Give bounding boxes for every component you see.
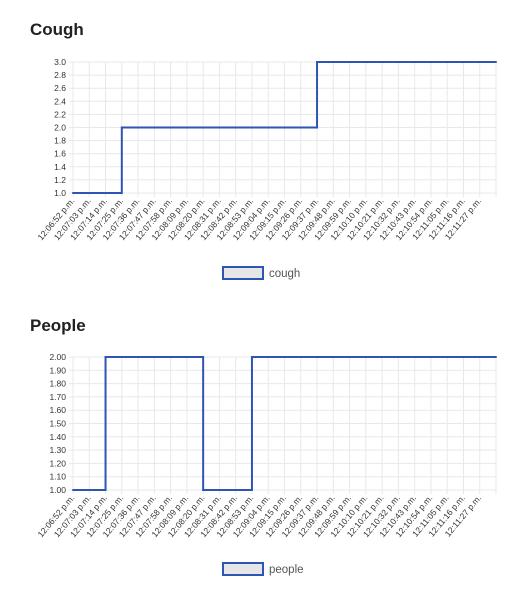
data-point (250, 356, 253, 358)
data-point (299, 356, 302, 358)
data-point (283, 356, 286, 358)
data-point (332, 61, 335, 63)
data-point (316, 61, 319, 63)
y-tick-label: 2.2 (54, 109, 66, 119)
data-point (462, 61, 465, 63)
data-point (429, 61, 432, 63)
data-point (72, 192, 74, 194)
data-point (72, 489, 74, 491)
y-tick-label: 1.90 (49, 365, 66, 375)
data-point (234, 126, 237, 129)
data-point (88, 489, 91, 491)
data-point (348, 356, 351, 358)
data-point (185, 126, 188, 129)
data-point (250, 126, 253, 129)
data-point (397, 356, 400, 358)
data-point (364, 61, 367, 63)
data-point (495, 61, 497, 63)
y-tick-label: 2.4 (54, 96, 66, 106)
y-tick-label: 2.8 (54, 70, 66, 80)
legend-label-cough[interactable]: cough (269, 268, 300, 280)
data-point (137, 356, 140, 358)
data-point (185, 356, 188, 358)
y-tick-label: 1.40 (49, 432, 66, 442)
y-tick-label: 1.6 (54, 149, 66, 159)
legend-swatch-people[interactable] (222, 562, 264, 576)
data-point (348, 61, 351, 63)
data-point (446, 61, 449, 63)
data-point (169, 126, 172, 129)
y-tick-label: 1.30 (49, 445, 66, 455)
people-chart-title: People (30, 316, 86, 335)
data-point (283, 126, 286, 129)
data-point (381, 356, 384, 358)
people-chart-panel: People 1.00 1.10 1.20 1.30 1.40 1.50 1.60 1.70 1… (0, 297, 515, 594)
data-point (120, 126, 123, 129)
y-tick-label: 1.20 (49, 458, 66, 468)
data-point (364, 356, 367, 358)
y-tick-label: 1.00 (49, 485, 66, 495)
data-point (299, 126, 302, 129)
data-point (413, 356, 416, 358)
data-point (495, 356, 497, 358)
data-point (478, 61, 481, 63)
series-line-people (73, 356, 496, 491)
data-point (316, 356, 319, 358)
data-point (413, 61, 416, 63)
cough-chart-panel: Cough 1.0 1.2 1.4 1.6 1.8 2.0 2.2 2.4 2.6 2.8 3.0 1… (30, 20, 497, 280)
data-point (332, 356, 335, 358)
data-point (104, 356, 107, 358)
data-point (234, 489, 237, 491)
y-tick-label: 1.4 (54, 162, 66, 172)
y-tick-label: 2.0 (54, 123, 66, 133)
people-chart: 1.00 1.10 1.20 1.30 1.40 1.50 1.60 1.70 1.80 1.90… (35, 352, 497, 576)
y-tick-label: 1.10 (49, 472, 66, 482)
y-tick-label: 1.8 (54, 136, 66, 146)
data-point (104, 192, 107, 194)
y-tick-label: 2.6 (54, 83, 66, 93)
data-point (478, 356, 481, 358)
data-point (218, 489, 221, 491)
y-tick-label: 1.50 (49, 419, 66, 429)
y-tick-label: 2.00 (49, 352, 66, 362)
legend-swatch-cough[interactable] (222, 266, 264, 280)
data-point (397, 61, 400, 63)
y-tick-label: 1.70 (49, 392, 66, 402)
data-point (218, 126, 221, 129)
y-tick-label: 1.2 (54, 175, 66, 185)
data-point (267, 356, 270, 358)
data-point (88, 192, 91, 194)
cough-chart: 1.01.21.41.61.82.02.22.42.62.83.012:06:5… (35, 57, 497, 280)
y-tick-label: 3.0 (54, 57, 66, 67)
data-point (462, 356, 465, 358)
y-tick-label: 1.60 (49, 405, 66, 415)
data-point (153, 126, 156, 129)
data-point (169, 356, 172, 358)
data-point (381, 61, 384, 63)
data-point (267, 126, 270, 129)
data-point (446, 356, 449, 358)
y-tick-label: 1.80 (49, 379, 66, 389)
cough-chart-title: Cough (30, 20, 84, 39)
data-point (153, 356, 156, 358)
y-tick-label: 1.0 (54, 188, 66, 198)
data-point (429, 356, 432, 358)
data-point (120, 356, 123, 358)
data-point (137, 126, 140, 129)
data-point (202, 489, 205, 491)
data-point (202, 126, 205, 129)
legend-label-people[interactable]: people (269, 564, 304, 576)
